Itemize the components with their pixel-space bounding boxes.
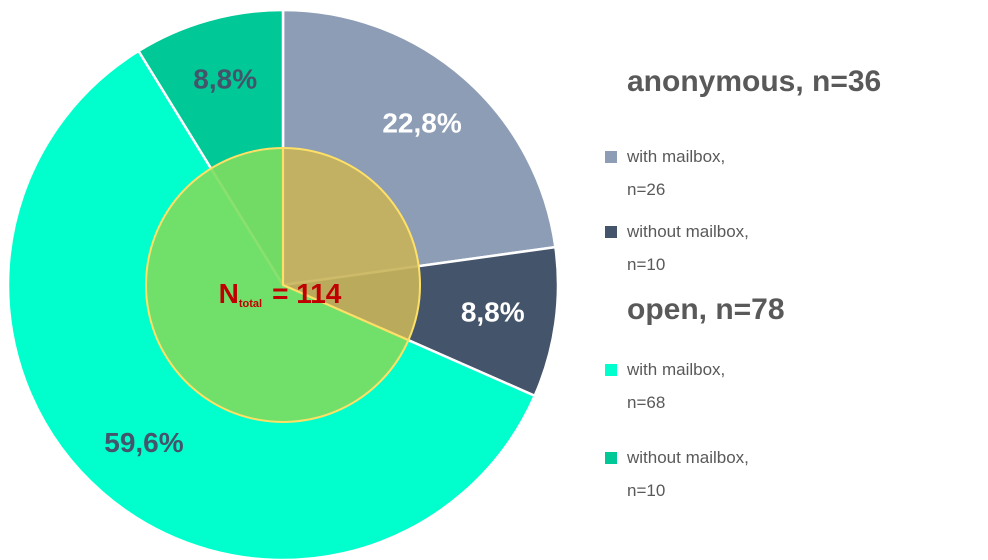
center-sub: total <box>239 298 262 310</box>
center-rest: = 114 <box>272 278 342 309</box>
center-main: N <box>219 278 239 309</box>
value-label: 8,8% <box>461 297 525 328</box>
legend-swatch <box>605 151 617 163</box>
legend-label: without mailbox, n=10 <box>627 448 749 500</box>
legend-label: with mailbox, n=68 <box>627 360 726 412</box>
legend-swatch <box>605 452 617 464</box>
value-label: 59,6% <box>104 427 183 458</box>
inner-slice <box>145 146 410 423</box>
legend-swatch <box>605 226 617 238</box>
legend-group-title: open, n=78 <box>627 293 785 326</box>
value-label: 8,8% <box>193 64 257 95</box>
legend-label: without mailbox, n=10 <box>627 222 749 274</box>
value-label: 22,8% <box>382 108 461 139</box>
legend-swatch <box>605 364 617 376</box>
center-label: Ntotal = 114 <box>219 278 342 310</box>
legend-group-title: anonymous, n=36 <box>627 65 882 98</box>
inner-slice <box>282 146 421 342</box>
legend-label: with mailbox, n=26 <box>627 147 726 199</box>
